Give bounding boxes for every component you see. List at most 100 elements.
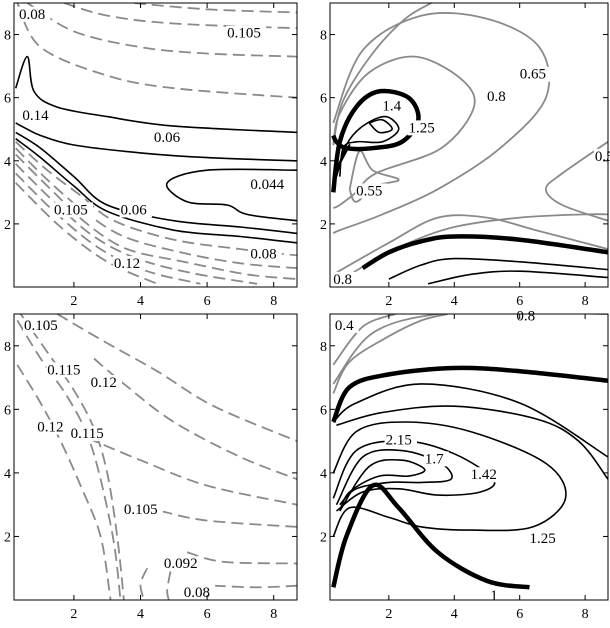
contour-label-5: 0.105 [54,202,88,218]
contour-line-13 [15,172,201,285]
contour-label-bg [36,419,69,435]
contour-line-8 [335,449,453,506]
x-tick-label-2: 6 [516,607,523,622]
contour-label-0: 0.65 [520,67,546,83]
contour-label-bg [469,467,503,483]
contour-label-bg [226,25,267,41]
contour-line-4 [332,383,608,458]
contour-label-bg [485,88,511,104]
contour-line-6 [332,421,567,537]
contour-label-3: 1.25 [408,120,434,136]
contour-line-0 [332,314,448,394]
contour-label-bg [423,451,449,467]
x-tick-label-1: 4 [137,294,144,309]
contour-line-10 [335,143,351,171]
y-tick-label-0: 2 [4,530,11,545]
contour-label-bg [384,432,417,448]
contour-label-1: 0.8 [487,89,506,105]
contour-line-12 [388,257,608,280]
contour-line-10 [15,147,297,269]
contour-line-2 [16,364,112,600]
contour-line-9 [368,118,393,134]
contour-label-4: 0.55 [356,183,382,199]
contour-line-5 [15,122,297,162]
x-tick-label-0: 2 [70,294,77,309]
contour-label-bg [332,271,358,287]
contour-label-bg [249,246,282,262]
panel-bottom-right: 0.4 0.8 2.15 1.7 1.42 1.25 1 2 4 6 8 2 4 6 8 [320,308,609,622]
x-tick-label-0: 2 [70,607,77,622]
contour-label-bg [333,317,359,333]
y-tick-label-3: 8 [320,340,327,355]
contour-label-bg [407,120,440,136]
x-tick-label-1: 4 [451,607,458,622]
contour-line-6 [160,510,297,528]
y-tick-label-0: 2 [320,218,327,233]
contour-label-bg [152,129,186,145]
contour-line-7 [331,88,421,193]
x-tick-label-3: 8 [582,607,589,622]
y-tick-label-2: 6 [4,403,11,418]
contour-label-bg [162,556,203,572]
x-tick-label-3: 8 [582,294,589,309]
contour-line-2 [332,12,551,235]
contour-line-3 [331,365,608,423]
contour-line-8 [139,567,149,600]
contour-lines [14,3,297,285]
contour-line-0 [19,314,125,600]
contour-label-bg [112,256,146,272]
panel-frame [329,313,609,601]
contour-label-2: 0.14 [22,108,49,124]
contour-line-9 [339,458,426,512]
contour-line-3 [93,357,297,481]
contour-label-bg [518,66,552,82]
contour-label-bg [355,183,388,199]
contour-label-4: 0.115 [71,426,104,442]
contour-label-bg [593,148,610,164]
contour-label-8: 0.12 [114,256,140,272]
contour-label-bg [381,98,407,114]
x-tick-label-3: 8 [270,607,277,622]
contour-label-bg [89,375,122,391]
contour-label-2: 2.15 [386,432,412,448]
contour-line-2 [133,3,297,14]
contour-label-1: 0.8 [516,308,535,324]
contour-label-bg [52,202,93,218]
contour-label-0: 0.08 [19,7,45,23]
panel-bottom-left: 0.105 0.115 0.12 0.12 0.115 0.105 0.092 0.08 2 4 6… [4,313,298,622]
contour-label-bg [122,502,163,518]
x-tick-label-3: 8 [270,294,277,309]
contour-label-3: 0.12 [37,420,63,436]
x-tick-label-1: 4 [137,607,144,622]
contour-label-0: 0.105 [24,318,58,334]
y-tick-label-1: 4 [320,155,327,170]
contour-label-5: 1.25 [530,531,556,547]
contour-label-4: 0.044 [250,177,284,193]
contour-label-6: 0.8 [333,272,352,288]
contour-label-bg [22,317,63,333]
x-tick-label-2: 6 [204,607,211,622]
contour-label-4: 1.42 [471,467,497,483]
contour-line-10 [213,584,297,589]
y-tick-label-1: 4 [320,467,327,482]
contour-line-11 [15,153,297,280]
contour-line-9 [166,571,172,600]
contour-lines [331,3,608,287]
contour-label-2: 1.4 [382,98,401,114]
contour-line-6 [15,131,297,235]
contour-line-9 [15,141,297,257]
contour-line-4 [56,314,297,442]
x-tick-label-0: 2 [385,294,392,309]
contour-label-bg [528,530,561,546]
contour-line-5 [336,405,608,480]
contour-label-bg [249,177,290,193]
contour-line-14 [15,182,158,285]
contour-label-7: 0.08 [184,585,210,601]
x-tick-label-0: 2 [385,607,392,622]
contour-label-3: 0.06 [154,130,181,146]
contour-label-3: 1.7 [425,451,444,467]
contour-line-3 [544,141,608,222]
contour-label-6: 0.092 [164,556,198,572]
contour-line-2 [332,314,608,385]
